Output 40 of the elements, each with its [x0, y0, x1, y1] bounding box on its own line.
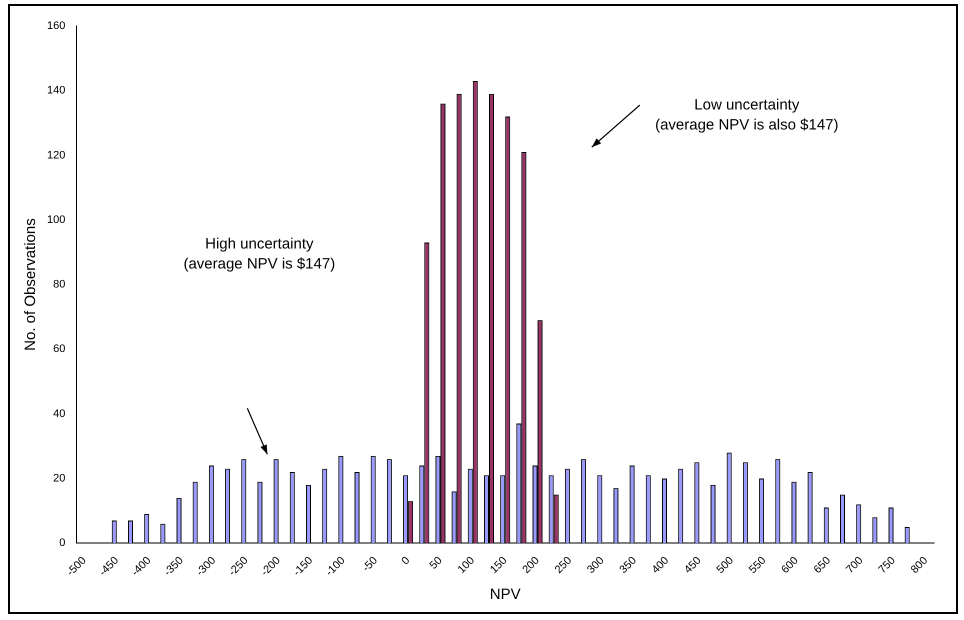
- x-tick-label: 100: [456, 554, 478, 576]
- x-tick-label: -50: [360, 554, 380, 574]
- y-tick-label: 160: [46, 20, 66, 32]
- y-tick-label: 0: [59, 537, 66, 550]
- x-tick-label: -200: [258, 554, 283, 579]
- y-tick-label: 60: [53, 343, 66, 356]
- x-tick-label: 150: [488, 554, 510, 576]
- x-tick-label: -150: [291, 554, 316, 579]
- x-tick-label: 250: [552, 554, 574, 576]
- x-tick-label: 0: [400, 554, 412, 568]
- y-tick-label: 120: [46, 149, 66, 162]
- x-tick-label: 50: [428, 554, 445, 572]
- x-tick-label: 500: [714, 554, 736, 576]
- x-tick-label: -500: [64, 554, 89, 579]
- y-tick-label: 40: [53, 408, 66, 420]
- x-tick-label: 300: [585, 554, 607, 576]
- y-axis-title: No. of Observations: [22, 218, 40, 351]
- x-tick-label: 450: [682, 554, 704, 576]
- x-tick-label: -100: [324, 554, 348, 579]
- x-tick-label: 350: [617, 554, 639, 576]
- annotation: Low uncertainty (average NPV is also $147): [655, 96, 839, 134]
- x-tick-label: 200: [520, 554, 542, 576]
- y-tick-label: 100: [46, 214, 66, 226]
- y-tick-label: 140: [46, 84, 66, 97]
- y-tick-label: 20: [53, 472, 66, 484]
- annotation: High uncertainty (average NPV is $147): [183, 235, 336, 272]
- x-tick-label: -250: [226, 554, 251, 579]
- x-tick-label: -350: [162, 554, 186, 579]
- x-tick-label: -400: [129, 554, 154, 579]
- x-tick-label: 750: [876, 554, 898, 576]
- x-tick-label: 800: [908, 554, 930, 576]
- x-tick-label: -300: [194, 554, 218, 579]
- y-tick-label: 80: [53, 278, 66, 291]
- x-tick-label: 550: [746, 554, 768, 576]
- x-tick-label: 700: [844, 554, 866, 576]
- x-tick-label: -450: [97, 554, 122, 579]
- x-tick-label: 650: [812, 554, 834, 576]
- x-tick-label: 600: [779, 554, 801, 576]
- x-axis-title: NPV: [490, 586, 521, 604]
- x-tick-label: 400: [650, 554, 672, 576]
